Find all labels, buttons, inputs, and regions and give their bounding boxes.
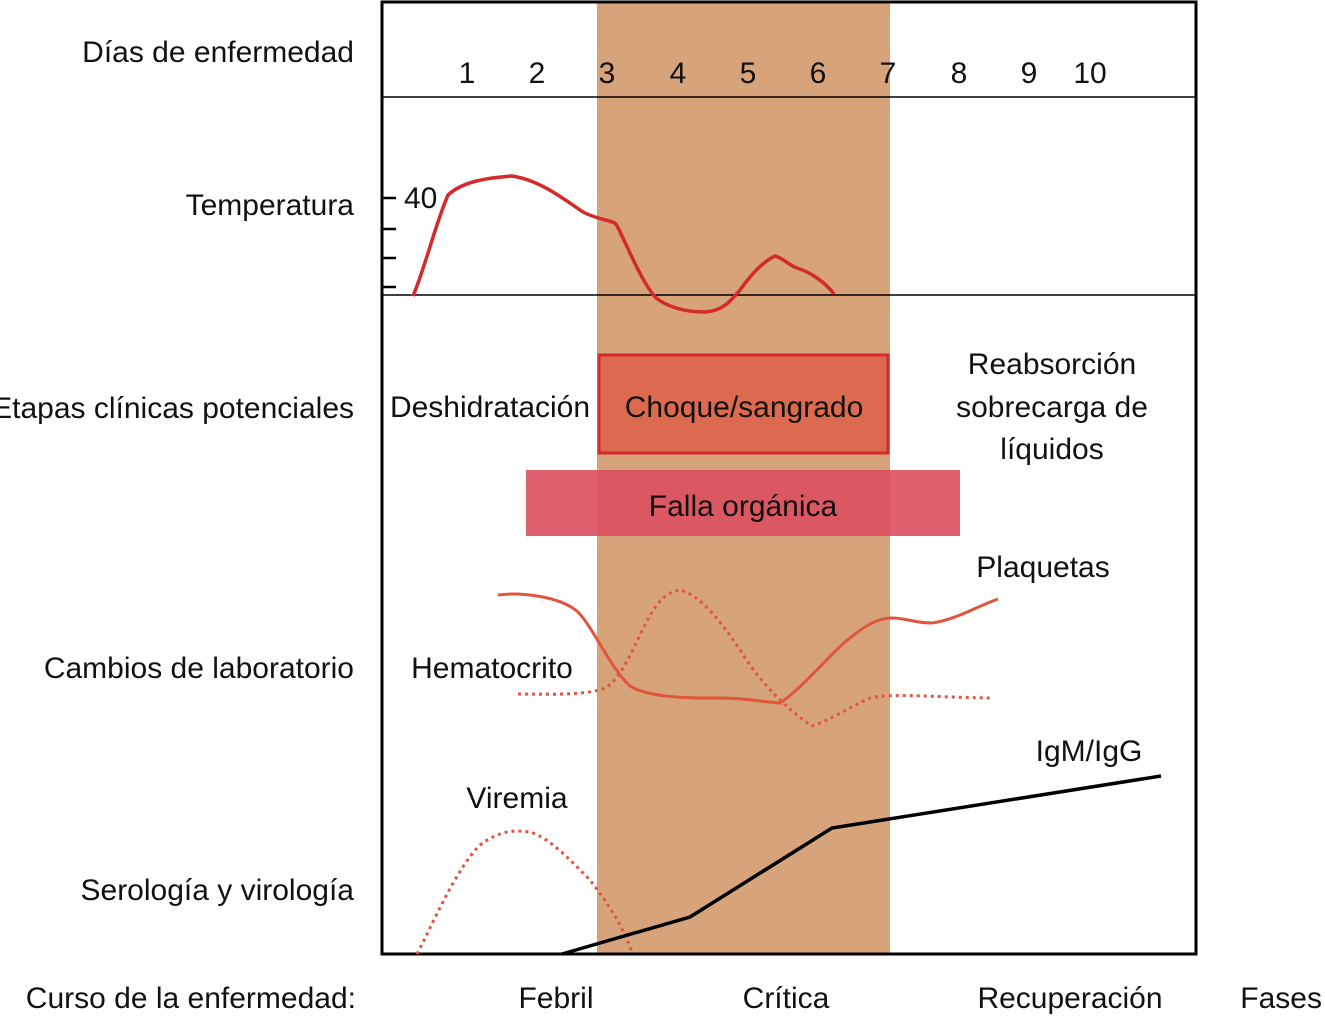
hematocrit-curve — [517, 588, 991, 728]
shock-bleeding-label: Choque/sangrado — [625, 391, 864, 424]
row-label-clinical-stages: Etapas clínicas potenciales — [0, 392, 354, 425]
row-label-days: Días de enfermedad — [82, 36, 354, 69]
temperature-tick-label: 40 — [404, 182, 437, 215]
day-number: 1 — [459, 57, 476, 90]
day-number: 2 — [529, 57, 546, 90]
day-number: 9 — [1021, 57, 1038, 90]
day-number: 3 — [599, 57, 616, 90]
hematocrit-label: Hematocrito — [411, 652, 573, 685]
row-label-disease-course: Curso de la enfermedad: — [26, 982, 356, 1015]
day-number: 4 — [670, 57, 687, 90]
temperature-axis-ticks — [382, 196, 396, 289]
day-number: 5 — [740, 57, 757, 90]
organ-failure-bar — [526, 470, 960, 536]
day-numbers: 1 2 3 4 5 6 7 8 9 10 — [459, 57, 1107, 90]
row-label-serology: Serología y virología — [81, 874, 355, 907]
shock-bleeding-box — [597, 353, 890, 455]
row-label-lab-changes: Cambios de laboratorio — [44, 652, 354, 685]
reabsorption-label-line1: Reabsorción — [968, 348, 1136, 381]
day-number: 10 — [1073, 57, 1106, 90]
igm-igg-label: IgM/IgG — [1036, 735, 1143, 768]
day-number: 8 — [951, 57, 968, 90]
dehydration-label: Deshidratación — [390, 391, 590, 424]
igm-igg-curve — [561, 774, 1162, 956]
phase-recovery-label: Recuperación — [977, 982, 1162, 1015]
day-number: 6 — [810, 57, 827, 90]
phase-febrile-label: Febril — [518, 982, 593, 1015]
chart-frame — [380, 0, 1198, 956]
phase-critical-label: Crítica — [743, 982, 830, 1015]
reabsorption-label-line2: sobrecarga de — [956, 391, 1148, 424]
platelets-label: Plaquetas — [976, 551, 1109, 584]
viremia-curve — [415, 829, 634, 955]
day-number: 7 — [880, 57, 897, 90]
viremia-label: Viremia — [466, 782, 567, 815]
phases-label: Fases — [1240, 982, 1322, 1015]
reabsorption-label-line3: líquidos — [1000, 433, 1103, 466]
organ-failure-label: Falla orgánica — [649, 490, 838, 523]
row-label-temperature: Temperatura — [186, 189, 355, 222]
temperature-curve — [411, 174, 836, 314]
platelets-curve — [497, 592, 999, 705]
